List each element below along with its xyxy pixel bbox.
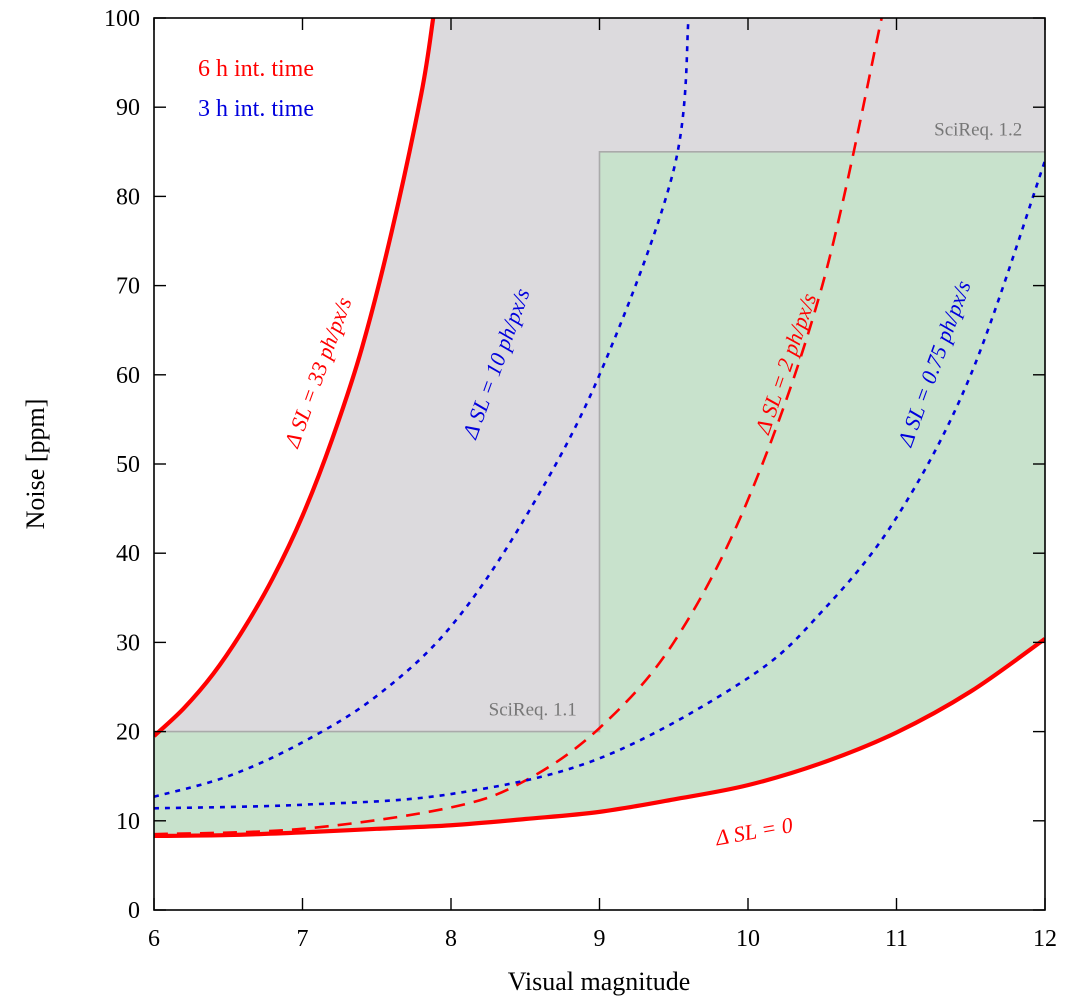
legend-entry-3-h-int-time: 3 h int. time — [198, 96, 314, 122]
legend: 6 h int. time 3 h int. time — [198, 56, 314, 122]
x-tick-label: 8 — [445, 926, 457, 952]
y-tick-label: 40 — [116, 541, 140, 567]
x-tick-label: 10 — [736, 926, 760, 952]
series-line-sl-2-ph-px-s — [154, 18, 883, 836]
annotation-sl-0: Δ SL = 0 — [713, 812, 795, 850]
y-tick-label: 60 — [116, 363, 140, 389]
x-tick-label: 6 — [148, 926, 160, 952]
y-tick-label: 50 — [116, 452, 140, 478]
series-line-sl-0 — [154, 637, 1045, 839]
x-tick-label: 11 — [885, 926, 908, 952]
y-tick-label: 0 — [128, 898, 140, 924]
x-axis-label: Visual magnitude — [508, 967, 691, 996]
x-tick-label: 7 — [297, 926, 309, 952]
ticks-layer: 6 7 8 9 10 11 12 0 10 20 30 40 50 60 70 80 90 100 — [104, 6, 1057, 952]
legend-entry-6-h-int-time: 6 h int. time — [198, 56, 314, 82]
y-axis-label: Noise [ppm] — [21, 399, 50, 530]
annotation-scireq-1-1: SciReq. 1.1 — [489, 700, 577, 721]
y-tick-label: 80 — [116, 184, 140, 210]
series-line-sl-0-75-ph-px-s — [154, 160, 1045, 810]
y-tick-label: 10 — [116, 809, 140, 835]
y-tick-label: 20 — [116, 720, 140, 746]
x-tick-label: 9 — [594, 926, 606, 952]
series-layer — [154, 18, 1045, 839]
y-tick-label: 70 — [116, 274, 140, 300]
y-tick-label: 30 — [116, 630, 140, 656]
annotation-scireq-1-2: SciReq. 1.2 — [934, 120, 1022, 141]
x-tick-label: 12 — [1033, 926, 1057, 952]
series-line-sl-33-ph-px-s — [154, 18, 436, 738]
y-tick-label: 100 — [104, 6, 140, 32]
y-tick-label: 90 — [116, 95, 140, 121]
requirement-boundary — [154, 151, 1045, 733]
